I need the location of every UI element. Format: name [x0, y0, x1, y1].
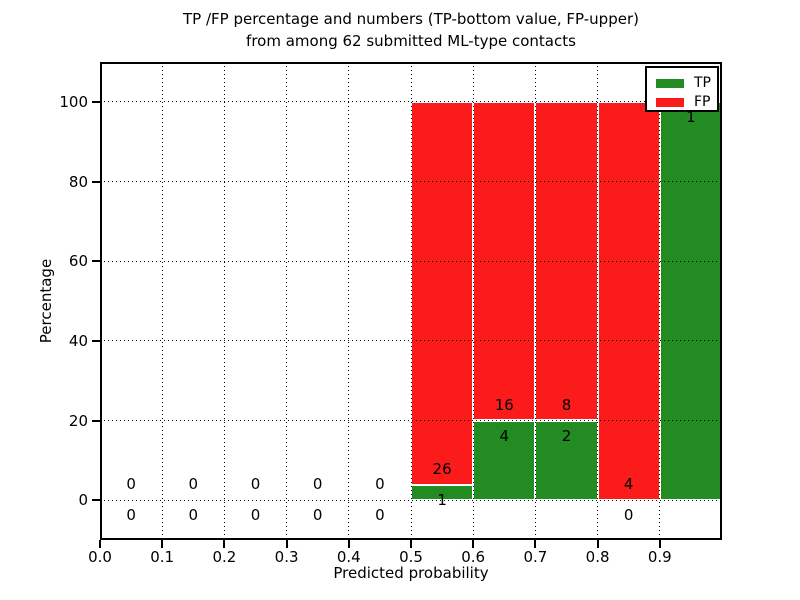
- y-tick-label: 20: [68, 411, 88, 430]
- x-tick-mark: [347, 540, 350, 548]
- x-tick-label: 0.3: [274, 548, 299, 566]
- x-tick-label: 0.7: [523, 548, 548, 566]
- fp-count-label: 8: [561, 395, 572, 414]
- x-tick-mark: [596, 540, 599, 548]
- tp-count-label: 0: [250, 506, 261, 525]
- y-tick-label: 80: [68, 172, 88, 191]
- x-tick-label: 0.0: [88, 548, 112, 566]
- x-tick-label: 0.1: [150, 548, 175, 566]
- gridline-vertical: [410, 62, 412, 540]
- legend-entry-tp: TP: [656, 75, 717, 91]
- fp-count-label: 16: [494, 395, 514, 414]
- gridline-horizontal: [100, 101, 722, 103]
- y-tick-mark: [92, 499, 100, 502]
- y-tick-mark: [92, 260, 100, 263]
- gridline-vertical: [161, 62, 163, 540]
- fp-count-label: 0: [126, 475, 136, 494]
- gridline-vertical: [472, 62, 474, 540]
- tp-count-label: 0: [623, 506, 634, 525]
- x-tick-mark: [161, 540, 164, 548]
- fp-bar-segment: [411, 101, 474, 486]
- fp-count-label: 26: [432, 460, 452, 479]
- legend-entry-fp: FP: [656, 94, 717, 110]
- tp-bar-segment: [659, 101, 722, 501]
- tp-count-label: 0: [375, 506, 385, 525]
- legend: TP FP: [645, 66, 719, 112]
- y-tick-mark: [92, 339, 100, 342]
- fp-bar-segment: [597, 101, 660, 501]
- x-tick-mark: [285, 540, 288, 548]
- y-tick-label: 0: [78, 491, 88, 510]
- gridline-horizontal: [100, 340, 722, 342]
- gridline-vertical: [286, 62, 288, 540]
- fp-count-label: 0: [188, 475, 199, 494]
- chart-title-line2: from among 62 submitted ML-type contacts: [246, 32, 576, 50]
- x-tick-mark: [223, 540, 226, 548]
- chart-title: TP /FP percentage and numbers (TP-bottom…: [100, 8, 722, 52]
- tp-count-label: 0: [126, 506, 136, 525]
- gridline-horizontal: [100, 499, 722, 501]
- x-tick-label: 0.6: [461, 548, 486, 566]
- tp-count-label: 2: [561, 426, 572, 445]
- tp-count-label: 1: [437, 491, 447, 510]
- fp-legend-swatch: [656, 97, 684, 107]
- gridline-horizontal: [100, 420, 722, 421]
- x-tick-mark: [534, 540, 537, 548]
- x-axis-label: Predicted probability: [333, 564, 489, 582]
- tp-bar-segment: [473, 420, 536, 501]
- tp-bar-segment: [535, 420, 598, 501]
- fp-count-label: 0: [312, 475, 323, 494]
- fp-count-label: 4: [623, 475, 634, 494]
- x-tick-mark: [472, 540, 475, 548]
- y-tick-label: 60: [68, 252, 88, 271]
- y-tick-label: 100: [59, 92, 88, 111]
- y-tick-mark: [92, 419, 100, 422]
- y-tick-mark: [92, 100, 100, 103]
- gridline-vertical: [534, 62, 536, 540]
- fp-count-label: 0: [250, 475, 261, 494]
- x-tick-label: 0.2: [212, 548, 237, 566]
- tp-count-label: 4: [499, 426, 510, 445]
- plot-area: TP FP 0000000000261164824001: [100, 62, 722, 540]
- x-tick-mark: [410, 540, 412, 548]
- gridline-vertical: [348, 62, 350, 540]
- gridline-vertical: [659, 62, 661, 540]
- chart-title-line1: TP /FP percentage and numbers (TP-bottom…: [183, 10, 639, 28]
- x-tick-label: 0.8: [585, 548, 610, 566]
- tp-legend-swatch: [656, 78, 684, 88]
- x-tick-label: 0.5: [399, 548, 423, 566]
- gridline-vertical: [223, 62, 225, 540]
- y-tick-mark: [92, 180, 100, 183]
- y-tick-label: 40: [68, 331, 88, 350]
- tp-legend-label: TP: [694, 75, 711, 91]
- x-tick-mark: [99, 540, 101, 548]
- gridline-horizontal: [100, 181, 722, 182]
- gridline-horizontal: [100, 260, 722, 262]
- fp-legend-label: FP: [694, 94, 711, 110]
- x-tick-label: 0.9: [647, 548, 672, 566]
- tp-count-label: 0: [312, 506, 323, 525]
- fp-count-label: 0: [375, 475, 385, 494]
- x-tick-mark: [658, 540, 661, 548]
- x-tick-label: 0.4: [336, 548, 361, 566]
- gridline-vertical: [597, 62, 599, 540]
- tp-count-label: 0: [188, 506, 199, 525]
- tp-count-label: 1: [686, 107, 696, 126]
